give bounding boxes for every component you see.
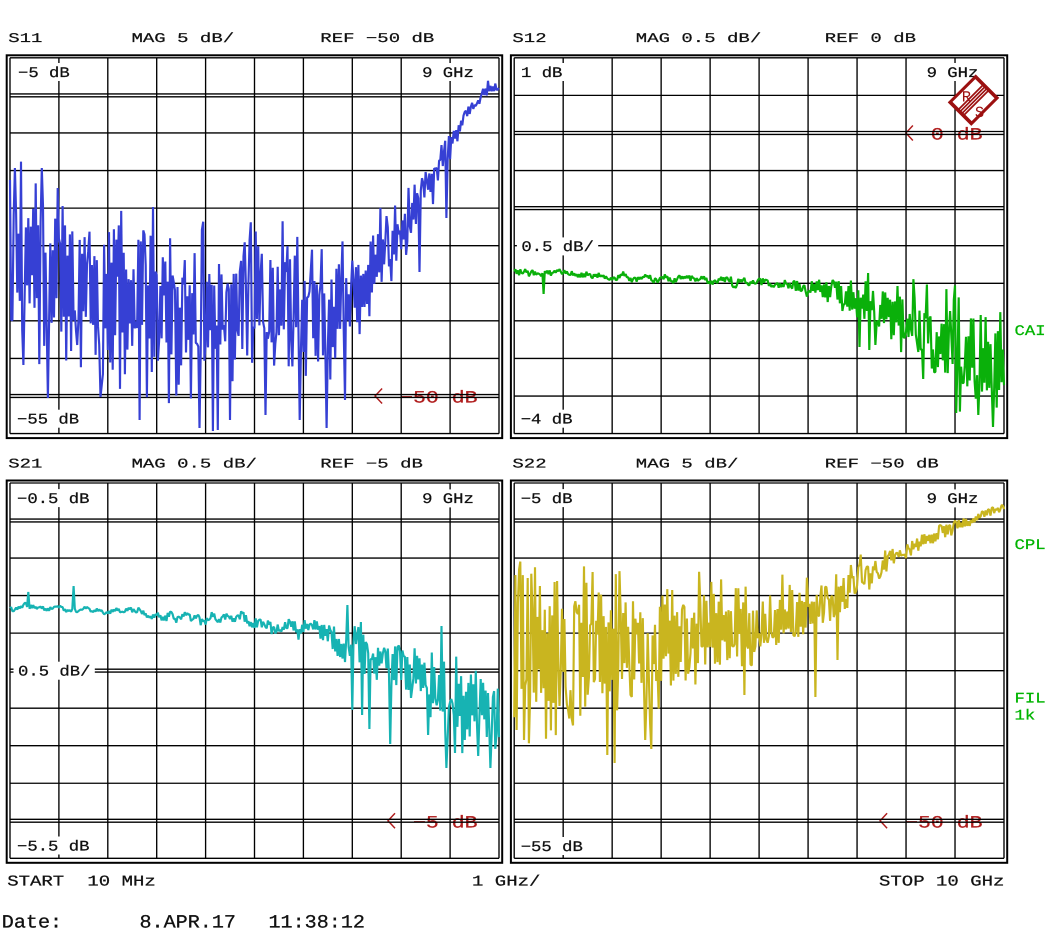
svg-text:1: 1: [472, 873, 483, 890]
svg-text:REF −50 dB: REF −50 dB: [320, 31, 434, 46]
svg-text:R: R: [962, 89, 971, 107]
svg-text:10: 10: [87, 873, 110, 890]
svg-text:−50 dB: −50 dB: [400, 389, 478, 408]
svg-text:CPL: CPL: [1015, 538, 1046, 554]
svg-text:MAG 5 dB/: MAG 5 dB/: [636, 456, 739, 471]
svg-text:−50 dB: −50 dB: [905, 814, 983, 833]
svg-text:GHz/: GHz/: [495, 873, 541, 890]
svg-text:S11: S11: [8, 31, 42, 46]
svg-text:START: START: [7, 873, 64, 890]
svg-text:−5 dB: −5 dB: [18, 66, 70, 82]
svg-text:STOP: STOP: [879, 873, 925, 890]
svg-text:−55 dB: −55 dB: [17, 413, 79, 429]
svg-text:−0.5 dB: −0.5 dB: [17, 492, 89, 508]
svg-text:9 GHz: 9 GHz: [422, 492, 474, 508]
svg-text:−55 dB: −55 dB: [521, 840, 583, 856]
svg-text:FIL: FIL: [1015, 692, 1046, 708]
svg-text:9 GHz: 9 GHz: [927, 492, 979, 508]
svg-text:1k: 1k: [1015, 709, 1036, 725]
svg-text:S: S: [975, 104, 984, 122]
svg-text:MHz: MHz: [122, 873, 156, 890]
svg-text:S21: S21: [8, 456, 42, 471]
svg-text:S12: S12: [512, 31, 546, 46]
svg-text:−5 dB: −5 dB: [413, 814, 478, 833]
svg-text:0 dB: 0 dB: [931, 126, 983, 145]
svg-text:11:38:12: 11:38:12: [269, 913, 365, 932]
svg-text:−4 dB: −4 dB: [521, 413, 573, 429]
svg-text:−5.5 dB: −5.5 dB: [17, 839, 89, 855]
svg-text:0.5 dB/: 0.5 dB/: [18, 665, 90, 681]
svg-text:Date:: Date:: [2, 913, 62, 932]
svg-text:S22: S22: [512, 456, 546, 471]
svg-text:GHz: GHz: [970, 873, 1004, 890]
svg-text:REF −5 dB: REF −5 dB: [320, 456, 423, 471]
svg-text:REF −50 dB: REF −50 dB: [825, 456, 939, 471]
svg-text:MAG 5 dB/: MAG 5 dB/: [132, 31, 235, 46]
svg-text:8.APR.17: 8.APR.17: [140, 913, 236, 932]
svg-text:CAI: CAI: [1015, 324, 1046, 340]
svg-text:−5 dB: −5 dB: [521, 492, 573, 508]
svg-text:9 GHz: 9 GHz: [927, 66, 979, 82]
svg-text:MAG 0.5 dB/: MAG 0.5 dB/: [132, 456, 257, 471]
svg-text:10: 10: [936, 873, 959, 890]
svg-text:1 dB: 1 dB: [521, 66, 562, 82]
svg-text:0.5 dB/: 0.5 dB/: [521, 240, 593, 256]
svg-text:9 GHz: 9 GHz: [422, 66, 474, 82]
svg-text:MAG 0.5 dB/: MAG 0.5 dB/: [636, 31, 761, 46]
svg-text:REF 0 dB: REF 0 dB: [825, 31, 916, 46]
